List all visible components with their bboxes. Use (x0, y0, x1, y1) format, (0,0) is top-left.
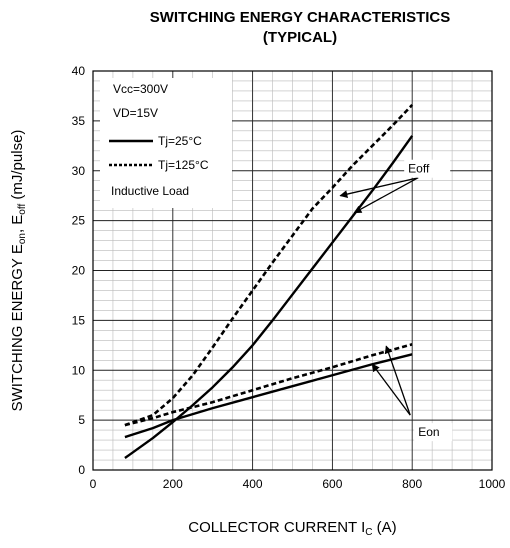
y-axis-label-sub-on: on (17, 233, 28, 244)
y-tick-label: 40 (72, 64, 86, 78)
annotation-arrow (339, 177, 419, 199)
legend-vcc-text: Vcc=300V (113, 82, 168, 96)
y-axis-label-unit: (mJ/pulse) (9, 130, 26, 204)
annotation-arrow (353, 177, 419, 214)
data-series (124, 104, 414, 460)
y-tick-label: 15 (72, 313, 86, 327)
x-axis-label-main: COLLECTOR CURRENT I (188, 519, 365, 536)
y-tick-label: 10 (72, 363, 86, 377)
chart-title-line1: SWITCHING ENERGY CHARACTERISTICS (150, 9, 451, 26)
x-tick-label: 200 (163, 477, 183, 491)
x-tick-label: 400 (243, 477, 263, 491)
eon-dashed-series-line (124, 343, 413, 427)
annotations: Eoff Eon (339, 159, 453, 442)
x-axis-label-unit: (A) (373, 519, 397, 536)
plot-frame (92, 70, 493, 471)
y-axis-label-sub-off: off (17, 204, 28, 215)
annotation-label-bg (404, 159, 451, 178)
annotation-label-eoff: Eoff (408, 162, 430, 176)
y-tick-label: 25 (72, 214, 86, 228)
y-tick-label: 30 (72, 164, 86, 178)
y-tick-label: 0 (78, 463, 85, 477)
y-axis-label: SWITCHING ENERGY Eon, Eoff (mJ/pulse) (9, 130, 28, 412)
y-tick-label: 35 (72, 114, 86, 128)
eoff-dashed-series-line (124, 104, 414, 427)
annotation-arrow (371, 363, 411, 416)
y-axis-label-part1: SWITCHING ENERGY E (9, 244, 26, 411)
annotation-label-bg (414, 423, 453, 442)
legend-tj25-text: Tj=25°C (158, 134, 202, 148)
y-tick-label: 5 (78, 413, 85, 427)
x-tick-label: 1000 (479, 477, 506, 491)
x-tick-label: 0 (90, 477, 97, 491)
y-axis-label-part2: , E (9, 215, 26, 233)
legend-tj125-text: Tj=125°C (158, 158, 209, 172)
legend-background (100, 78, 232, 208)
legend-inductive-load-text: Inductive Load (111, 184, 189, 198)
eoff-solid-series-line (124, 135, 414, 460)
eon-solid-series-line (124, 353, 413, 439)
x-tick-label: 800 (402, 477, 422, 491)
legend-vd-text: VD=15V (113, 106, 158, 120)
annotation-arrow (384, 345, 411, 416)
x-axis-label: COLLECTOR CURRENT IC (A) (188, 519, 396, 538)
x-axis-label-sub: C (365, 527, 372, 538)
tick-labels: 0 200 400 600 800 1000 0 5 10 15 20 25 30 35 40 (72, 64, 506, 491)
annotation-label-eon: Eon (418, 425, 439, 439)
y-tick-label: 20 (72, 264, 86, 278)
x-tick-label: 600 (322, 477, 342, 491)
chart-title-line2: (TYPICAL) (263, 29, 337, 46)
